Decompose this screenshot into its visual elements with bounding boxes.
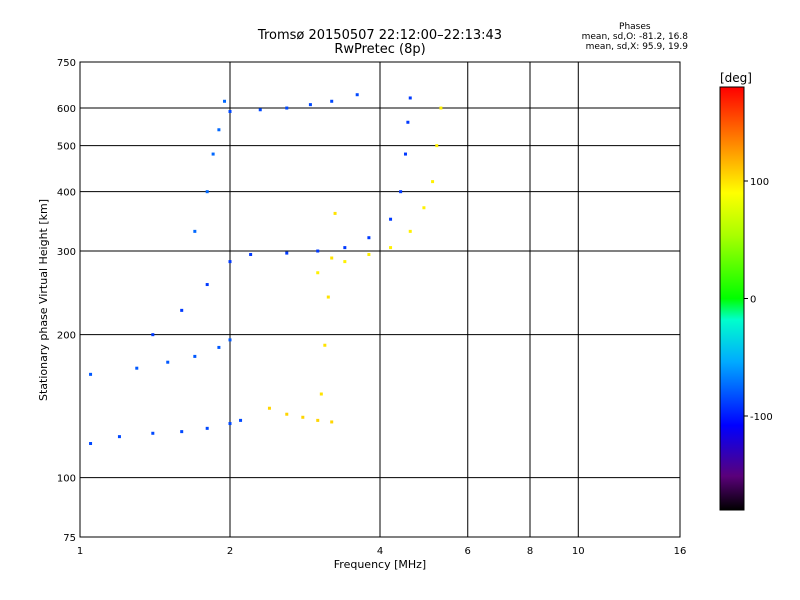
y-tick-label: 300 — [57, 247, 76, 258]
colorbar — [719, 86, 745, 511]
y-tick-label: 750 — [57, 58, 76, 69]
data-point — [326, 295, 330, 299]
grid-lines — [80, 62, 680, 537]
data-point — [316, 271, 320, 275]
data-point — [422, 206, 426, 210]
data-point — [228, 109, 232, 113]
colorbar-tick-label: -100 — [750, 412, 773, 423]
x-tick-label: 8 — [527, 546, 533, 557]
y-tick-label: 75 — [63, 533, 76, 544]
data-point — [117, 435, 121, 439]
data-point — [205, 283, 209, 287]
data-point — [193, 229, 197, 233]
y-tick-label: 400 — [57, 188, 76, 199]
data-point — [267, 406, 271, 410]
y-axis-ticks: 75 100 200 300 400 500 600 750 — [57, 58, 76, 544]
data-point — [389, 217, 393, 221]
x-axis-ticks: 1 2 4 6 8 10 16 — [77, 546, 687, 557]
data-point — [406, 120, 410, 124]
x-tick-label: 6 — [465, 546, 471, 557]
phase-stats-o: mean, sd,O: -81.2, 16.8 — [581, 32, 688, 42]
data-point — [228, 338, 232, 342]
data-point — [316, 418, 320, 422]
phase-statistics: Phases mean, sd,O: -81.2, 16.8 mean, sd,… — [582, 22, 688, 52]
data-point — [180, 308, 184, 312]
data-point — [323, 343, 327, 347]
phase-stats-x: mean, sd,X: 95.9, 19.9 — [585, 42, 688, 52]
data-point — [151, 333, 155, 337]
data-point — [193, 354, 197, 358]
x-tick-label: 16 — [674, 546, 687, 557]
data-point — [249, 252, 253, 256]
data-point — [355, 93, 359, 97]
data-point — [333, 211, 337, 215]
data-point — [285, 251, 289, 255]
data-point — [431, 180, 435, 184]
y-tick-label: 500 — [57, 142, 76, 153]
data-point — [319, 392, 323, 396]
data-point — [408, 96, 412, 100]
data-point — [228, 260, 232, 264]
colorbar-tick-label: 100 — [750, 177, 769, 188]
data-point — [205, 190, 209, 194]
data-point — [408, 229, 412, 233]
data-point — [367, 236, 371, 240]
phase-stats-heading: Phases — [619, 22, 651, 32]
data-point — [389, 246, 393, 250]
data-point — [285, 412, 289, 416]
colorbar-ticks: 100 0 -100 — [744, 177, 773, 423]
data-point — [403, 152, 407, 156]
data-point — [343, 260, 347, 264]
data-point — [166, 360, 170, 364]
data-point — [343, 246, 347, 250]
data-point — [205, 426, 209, 430]
data-point — [258, 108, 262, 112]
y-tick-label: 100 — [57, 474, 76, 485]
data-point — [435, 144, 439, 148]
data-point — [301, 415, 305, 419]
y-axis-label: Stationary phase Virtual Height [km] — [37, 199, 50, 401]
data-point — [151, 431, 155, 435]
data-points — [89, 93, 443, 446]
data-point — [89, 442, 93, 446]
data-point — [180, 430, 184, 434]
data-point — [399, 190, 403, 194]
x-tick-label: 10 — [572, 546, 585, 557]
data-point — [330, 420, 334, 424]
colorbar-tick-label: 0 — [750, 295, 756, 306]
data-point — [308, 103, 312, 107]
data-point — [330, 256, 334, 260]
data-point — [330, 99, 334, 103]
x-tick-label: 2 — [227, 546, 233, 557]
data-point — [239, 418, 243, 422]
x-axis-label: Frequency [MHz] — [334, 558, 426, 571]
data-point — [135, 366, 139, 370]
data-point — [89, 372, 93, 376]
data-point — [316, 249, 320, 253]
data-point — [439, 106, 443, 110]
colorbar-unit: [deg] — [720, 71, 752, 85]
data-point — [285, 106, 289, 110]
data-point — [223, 99, 227, 103]
data-point — [228, 422, 232, 426]
plot-frame — [79, 61, 681, 538]
data-point — [217, 345, 221, 349]
chart-subtitle: RwPretec (8p) — [334, 42, 426, 57]
y-tick-label: 200 — [57, 331, 76, 342]
data-point — [367, 252, 371, 256]
x-tick-label: 4 — [377, 546, 383, 557]
data-point — [211, 152, 215, 156]
x-tick-label: 1 — [77, 546, 83, 557]
chart-title: Tromsø 20150507 22:12:00–22:13:43 — [257, 28, 503, 43]
data-point — [217, 128, 221, 132]
y-tick-label: 600 — [57, 104, 76, 115]
